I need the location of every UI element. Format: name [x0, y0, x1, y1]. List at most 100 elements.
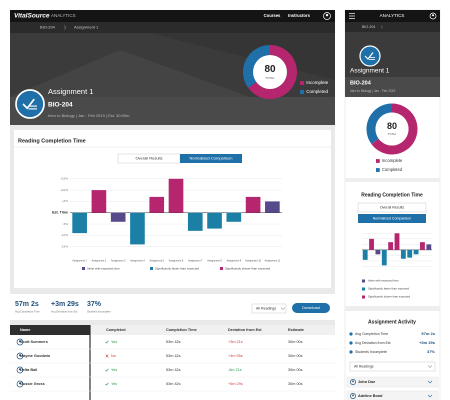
legend-label: Significantly faster than expected [155, 266, 199, 270]
person-row[interactable] [346, 376, 439, 388]
donut-total: 80 [264, 64, 276, 75]
bar [245, 196, 261, 213]
download-label[interactable]: Download [302, 305, 320, 310]
bar [91, 190, 107, 213]
bar [394, 233, 400, 250]
nav-link[interactable]: Courses [264, 13, 281, 18]
x-tick-label: Assignment 11 [265, 260, 281, 263]
tab-label[interactable]: Overall Results [380, 205, 405, 209]
bar [149, 196, 165, 213]
cell: No [111, 354, 116, 358]
user-icon-head [431, 14, 435, 17]
stat-label: Students Incomplete [87, 310, 111, 314]
bar [362, 249, 368, 260]
cell: Yes [111, 368, 117, 372]
user-icon[interactable] [350, 379, 356, 385]
stat-value: 57m 2s [15, 301, 39, 308]
bar [207, 212, 222, 229]
legend-swatch [220, 267, 223, 270]
user-icon[interactable] [16, 366, 24, 374]
cell: -8m 21s [228, 368, 242, 372]
user-icon[interactable] [16, 352, 24, 360]
stat-label: Avg Deviation from Est [355, 341, 391, 345]
user-icon-head [18, 382, 22, 385]
mobile-top-bar [345, 10, 440, 22]
product: ANALYTICS [51, 13, 76, 18]
user-icon[interactable] [16, 380, 24, 388]
download-button[interactable] [292, 303, 330, 313]
bar [369, 238, 374, 250]
x-tick-label: Assignment 8 [207, 260, 222, 263]
bar [426, 244, 432, 250]
user-icon[interactable] [16, 338, 24, 346]
breadcrumb-sep [380, 25, 383, 29]
column-header[interactable]: Completed [106, 328, 126, 332]
donut-segment [248, 45, 297, 99]
mobile-hero-info [345, 77, 440, 97]
cell: +4m 55s [228, 354, 243, 358]
donut-total-label: TOTAL [388, 132, 397, 136]
cell: Yes [111, 340, 117, 344]
breadcrumb: BIO-204 [362, 25, 375, 29]
donut-segment [243, 45, 271, 88]
user-icon[interactable] [429, 12, 437, 20]
chart-title: Reading Completion Time [18, 138, 86, 144]
filter-select[interactable] [251, 303, 287, 314]
person-row[interactable] [346, 390, 439, 400]
tab-active[interactable] [358, 214, 426, 223]
cell: 53m 42s [166, 354, 181, 358]
cell: Yes [111, 382, 117, 386]
bar [407, 249, 413, 258]
filter-label[interactable]: All Readings [354, 364, 374, 368]
legend-swatch [376, 168, 380, 172]
filter-select[interactable] [349, 361, 436, 372]
nav-link[interactable]: Instructors [288, 13, 311, 18]
bar [187, 212, 203, 231]
hero-info [10, 97, 335, 125]
filter-label[interactable]: All Readings [256, 306, 276, 310]
user-icon-head [18, 368, 22, 371]
breadcrumb-bar [10, 22, 335, 33]
tab-label[interactable]: Normalized Comparison [190, 156, 233, 161]
bar [388, 242, 394, 250]
column-header[interactable]: Completion Time [166, 328, 197, 332]
assignment-course: BIO-204 [350, 80, 372, 86]
caret [280, 307, 286, 310]
mobile-breadcrumb-bar [345, 22, 440, 32]
column-header[interactable]: Deviation from Est [228, 328, 262, 332]
stat-label: Avg Deviation from Est [51, 310, 78, 314]
cell: Scott Summers [20, 340, 48, 344]
legend-swatch [376, 159, 380, 163]
tab-label[interactable]: Normalized Comparison [373, 216, 412, 220]
user-icon[interactable] [350, 393, 356, 399]
check-icon [105, 368, 109, 372]
stat-label: Avg Completion Time [355, 332, 388, 336]
user-icon[interactable] [323, 12, 331, 20]
table-bg [10, 325, 335, 400]
tab-label[interactable]: Overall Results [135, 156, 162, 161]
tab-active[interactable] [180, 154, 242, 163]
person-name[interactable]: Adeline Bond [358, 394, 383, 398]
stat-label: Avg Completion Time [15, 310, 40, 314]
cell: 30m 00s [288, 354, 303, 358]
stat-value: 37% [427, 349, 435, 354]
y-tick-label: Est. Time [52, 211, 68, 215]
column-header[interactable]: Estimate [288, 328, 304, 332]
person-name[interactable]: John Doe [358, 380, 375, 384]
mobile-section-sep [345, 306, 440, 311]
stat-label: Students Incomplete [355, 350, 387, 354]
column-header[interactable]: Name [20, 328, 30, 332]
bar [420, 242, 425, 250]
assignment-course: BIO-204 [48, 102, 73, 109]
assignment-title: Assignment 1 [48, 87, 93, 96]
tab[interactable] [357, 202, 427, 213]
assignment-icon-check [22, 98, 35, 110]
bar [400, 249, 406, 259]
check-icon [105, 382, 109, 386]
section-title: Assignment Activity [368, 319, 416, 325]
assignment-meta: Intro to Biology | Jan - Feb 2019 [350, 89, 396, 93]
breadcrumb: BIO-204 [40, 25, 56, 30]
caret [427, 365, 433, 368]
x-tick-label: Assignment 9 [227, 260, 242, 263]
bar [110, 212, 126, 222]
